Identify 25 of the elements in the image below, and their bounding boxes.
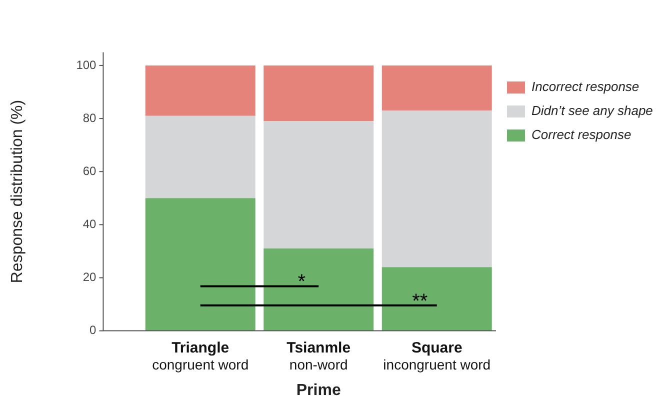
legend-label: Correct response — [532, 127, 632, 142]
bar — [264, 65, 374, 122]
legend-label: Didn’t see any shape — [532, 103, 653, 118]
bar — [382, 110, 492, 268]
y-tick-label: 0 — [90, 323, 97, 338]
y-tick-label: 40 — [82, 216, 97, 231]
y-tick-label: 60 — [82, 164, 97, 178]
bar — [145, 198, 256, 331]
x-axis-title: Prime — [296, 382, 341, 399]
bar — [382, 65, 492, 111]
annotation: * — [298, 271, 306, 294]
y-axis-title: Response distribution (%) — [9, 100, 26, 284]
bar — [145, 65, 256, 116]
x-tick-label: Square incongruent word — [383, 339, 491, 373]
y-tick-label: 20 — [82, 270, 97, 284]
y-tick-label: 80 — [82, 110, 97, 125]
bar — [264, 248, 374, 331]
bar — [382, 267, 492, 331]
bar — [264, 121, 374, 249]
annotation: ** — [412, 290, 428, 312]
x-tick-label: Triangle congruent word — [152, 339, 249, 373]
x-tick-label: Tsianmle non-word — [286, 339, 351, 373]
legend-label: Incorrect response — [532, 79, 640, 94]
bar — [145, 116, 256, 198]
y-tick-label: 100 — [76, 58, 97, 72]
